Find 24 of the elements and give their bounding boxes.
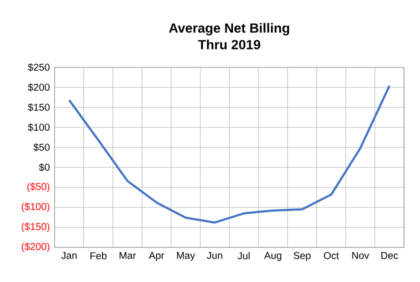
x-tick-label: Jan xyxy=(61,252,77,259)
x-tick-label: Mar xyxy=(120,252,136,259)
y-tick-label: ($200) xyxy=(22,242,50,252)
x-tick-label: Jun xyxy=(206,252,222,259)
y-tick-label: $200 xyxy=(28,83,50,92)
x-tick-label: Jul xyxy=(238,252,250,260)
y-tick-label: ($50) xyxy=(27,182,50,192)
y-tick-label: $50 xyxy=(33,143,50,152)
y-tick-label: $100 xyxy=(28,123,50,132)
x-tick-label: May xyxy=(177,252,196,261)
line-series xyxy=(68,84,391,224)
y-tick-label: $150 xyxy=(28,103,50,112)
chart-title: Average Net Billing Thru 2019 xyxy=(169,22,290,50)
x-tick-label: Sep xyxy=(294,252,311,262)
y-tick-label: $0 xyxy=(38,163,50,172)
x-tick-label: Oct xyxy=(324,252,339,260)
x-tick-label: Nov xyxy=(352,252,370,259)
y-tick-label: ($100) xyxy=(22,202,50,212)
x-tick-label: Apr xyxy=(148,252,164,261)
x-tick-label: Feb xyxy=(90,252,106,260)
y-tick-label: $250 xyxy=(28,63,50,72)
x-tick-label: Dec xyxy=(381,252,398,259)
x-tick-label: Aug xyxy=(264,252,282,261)
y-tick-label: ($150) xyxy=(22,222,50,232)
